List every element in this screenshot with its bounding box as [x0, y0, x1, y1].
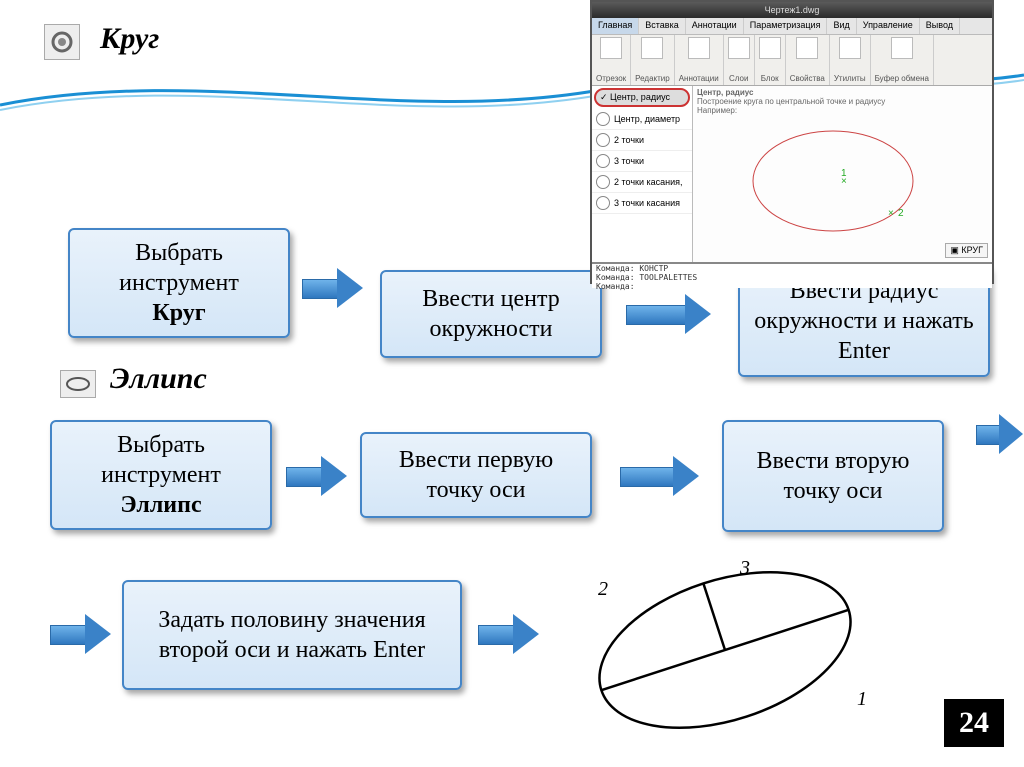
tooltip-example: Например:	[697, 106, 737, 115]
ribbon-tab: Вставка	[639, 18, 685, 34]
autocad-circle-dropdown: ✓ Центр, радиус Центр, диаметр2 точки3 т…	[592, 86, 693, 262]
ribbon-tab: Вид	[827, 18, 856, 34]
dropdown-item: 3 точки	[592, 151, 692, 172]
ellipse-step-1-bold: Эллипс	[120, 492, 201, 518]
ribbon-panel: Слои	[724, 35, 755, 85]
svg-text:×: ×	[841, 176, 847, 187]
ribbon-panel: Буфер обмена	[871, 35, 934, 85]
arrow-icon	[626, 294, 716, 334]
ribbon-tab: Главная	[592, 18, 639, 34]
page-number: 24	[944, 699, 1004, 747]
circle-step-2-text: Ввести центр окружности	[392, 284, 590, 344]
arrow-icon	[976, 414, 1024, 454]
ribbon-panel: Утилиты	[830, 35, 871, 85]
ellipse-geometry-diagram: 1 2 3	[560, 560, 890, 730]
arrow-icon	[286, 456, 348, 496]
ellipse-step-3-text: Ввести вторую точку оси	[734, 446, 932, 506]
autocad-ribbon-tabs: ГлавнаяВставкаАннотацииПараметризацияВид…	[592, 18, 992, 35]
section-title-circle: Круг	[100, 22, 159, 56]
svg-text:×: ×	[888, 208, 894, 219]
ribbon-panel: Свойства	[786, 35, 830, 85]
canvas-point-2: 2	[898, 208, 904, 219]
ellipse-step-2-text: Ввести первую точку оси	[372, 445, 580, 505]
ribbon-panel: Редактир	[631, 35, 675, 85]
ellipse-tool-icon	[60, 370, 96, 398]
ribbon-panel: Аннотации	[675, 35, 724, 85]
section-title-ellipse: Эллипс	[110, 362, 207, 396]
tooltip-text: Построение круга по центральной точке и …	[697, 97, 885, 106]
ribbon-tab: Вывод	[920, 18, 960, 34]
autocad-command-line: Команда: КОНСТРКоманда: TOOLPALETTESКома…	[592, 262, 992, 288]
ellipse-step-4: Задать половину значения второй оси и на…	[122, 580, 462, 690]
arrow-icon	[478, 614, 540, 654]
ellipse-point-3: 3	[739, 560, 750, 579]
circle-step-2: Ввести центр окружности	[380, 270, 602, 358]
ribbon-tab: Аннотации	[686, 18, 744, 34]
circle-step-3-text: Ввести радиус окружности и нажать Enter	[750, 276, 978, 366]
ellipse-point-1: 1	[857, 688, 867, 710]
ellipse-step-4-text: Задать половину значения второй оси и на…	[134, 605, 450, 665]
ribbon-tab: Параметризация	[744, 18, 828, 34]
autocad-titlebar: Чертеж1.dwg	[592, 2, 992, 18]
autocad-window: Чертеж1.dwg ГлавнаяВставкаАннотацииПарам…	[590, 0, 994, 284]
dropdown-item: 2 точки касания,	[592, 172, 692, 193]
ribbon-panel: Отрезок	[592, 35, 631, 85]
circle-step-1-bold: Круг	[152, 300, 205, 326]
dropdown-item: 2 точки	[592, 130, 692, 151]
autocad-title: Чертеж1.dwg	[765, 5, 820, 15]
ellipse-step-1: Выбрать инструмент Эллипс	[50, 420, 272, 530]
dropdown-item: 3 точки касания	[592, 193, 692, 214]
circle-tool-icon	[44, 24, 80, 60]
arrow-icon	[302, 268, 364, 308]
ribbon-panel: Блок	[755, 35, 786, 85]
arrow-icon	[50, 614, 112, 654]
canvas-object-label: ▣ КРУГ	[945, 243, 988, 258]
circle-step-1: Выбрать инструмент Круг	[68, 228, 290, 338]
autocad-ribbon: ОтрезокРедактирАннотацииСлоиБлокСвойства…	[592, 35, 992, 86]
ribbon-tab: Управление	[857, 18, 920, 34]
ellipse-step-2: Ввести первую точку оси	[360, 432, 592, 518]
tooltip-title: Центр, радиус	[697, 88, 754, 97]
dropdown-header: ✓ Центр, радиус	[594, 88, 690, 107]
ellipse-step-1-text: Выбрать инструмент	[101, 432, 221, 488]
circle-step-1-text: Выбрать инструмент	[119, 240, 239, 296]
arrow-icon	[620, 456, 702, 496]
autocad-canvas: Центр, радиус Построение круга по центра…	[693, 86, 992, 262]
dropdown-item: Центр, диаметр	[592, 109, 692, 130]
ellipse-step-3: Ввести вторую точку оси	[722, 420, 944, 532]
ellipse-point-2: 2	[598, 578, 608, 600]
